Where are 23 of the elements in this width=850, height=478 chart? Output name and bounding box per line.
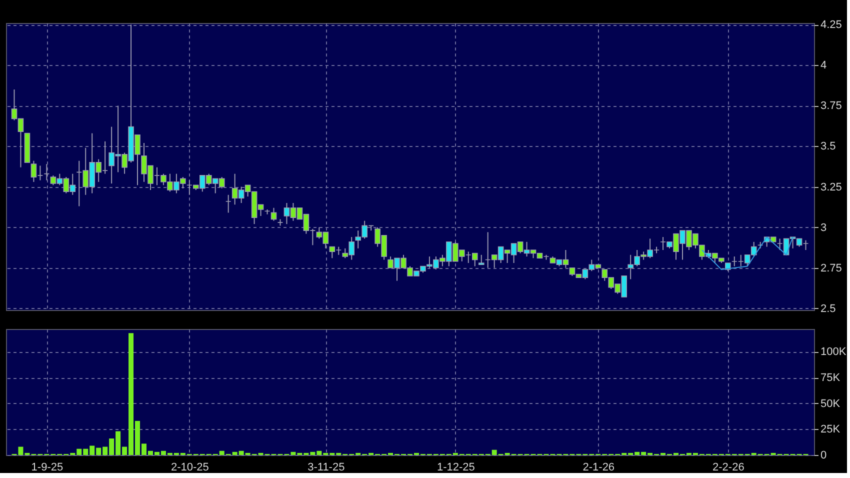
y-tick-label: 3.75 (820, 100, 842, 112)
candlestick (44, 164, 50, 181)
y-tick-label: 0 (820, 450, 827, 462)
y-tick-label: 2.75 (820, 262, 842, 274)
y-tick-label: 2.5 (820, 302, 836, 315)
candlestick (225, 194, 232, 214)
y-tick-label: 25K (820, 424, 841, 436)
y-tick-label: 3 (820, 222, 827, 234)
y-tick-label: 50K (820, 398, 841, 410)
x-tick-label: 2-1-26 (582, 462, 615, 474)
y-tick-label: 4 (820, 60, 827, 72)
candlestick (478, 254, 484, 266)
y-tick-label: 75K (820, 372, 841, 384)
y-tick-label: 3.25 (820, 181, 842, 194)
x-tick-label: 2-10-25 (170, 462, 209, 474)
candlestick (270, 207, 277, 222)
x-tick-label: 3-11-25 (308, 462, 345, 474)
x-tick-label: 2-2-26 (712, 462, 744, 474)
x-tick-label: 1-12-25 (436, 462, 475, 474)
y-tick-label: 100K (820, 346, 847, 358)
y-tick-label: 4.25 (820, 19, 842, 32)
x-tick-label: 1-9-25 (31, 462, 64, 474)
y-tick-label: 3.5 (820, 140, 836, 153)
